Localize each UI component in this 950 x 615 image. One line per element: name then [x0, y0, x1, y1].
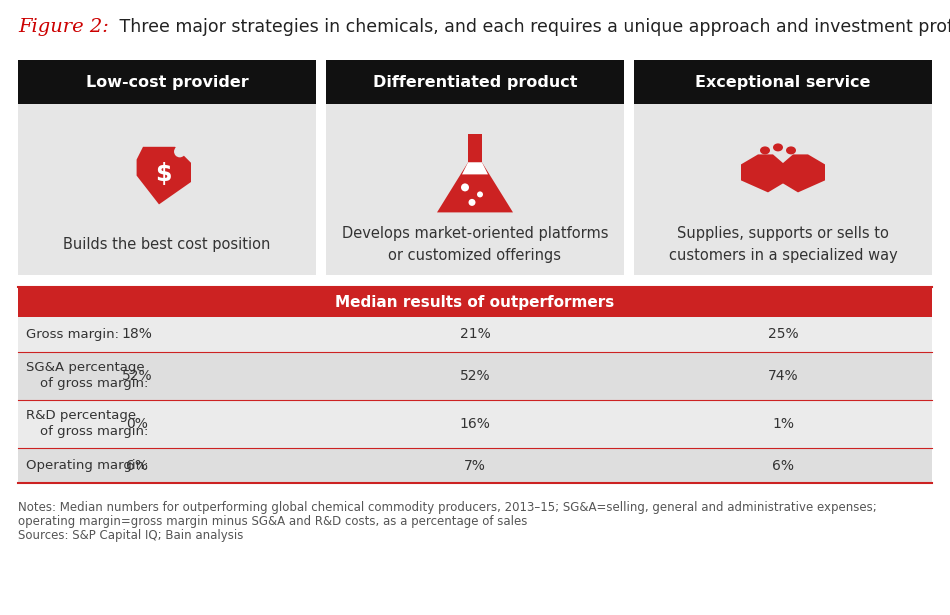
Text: Builds the best cost position: Builds the best cost position	[64, 237, 271, 252]
Text: Exceptional service: Exceptional service	[695, 74, 871, 90]
Ellipse shape	[773, 143, 783, 151]
FancyBboxPatch shape	[326, 60, 624, 275]
Polygon shape	[778, 154, 825, 192]
Text: $: $	[156, 162, 172, 186]
Text: Notes: Median numbers for outperforming global chemical commodity producers, 201: Notes: Median numbers for outperforming …	[18, 501, 877, 514]
FancyBboxPatch shape	[468, 135, 482, 162]
Text: 18%: 18%	[122, 328, 153, 341]
Text: SG&A percentage: SG&A percentage	[26, 362, 144, 375]
Ellipse shape	[760, 146, 770, 154]
Text: Median results of outperformers: Median results of outperformers	[335, 295, 615, 309]
FancyBboxPatch shape	[18, 60, 316, 104]
Text: of gross margin:: of gross margin:	[40, 378, 148, 391]
Polygon shape	[137, 147, 191, 204]
Circle shape	[461, 183, 469, 191]
Text: 7%: 7%	[464, 459, 486, 472]
FancyBboxPatch shape	[18, 400, 932, 448]
Circle shape	[174, 146, 185, 157]
Text: Supplies, supports or sells to
customers in a specialized way: Supplies, supports or sells to customers…	[669, 226, 898, 263]
FancyBboxPatch shape	[634, 60, 932, 104]
Circle shape	[477, 191, 483, 197]
Text: 21%: 21%	[460, 328, 490, 341]
FancyBboxPatch shape	[326, 60, 624, 104]
Text: of gross margin:: of gross margin:	[40, 426, 148, 438]
Polygon shape	[462, 162, 488, 175]
Text: Three major strategies in chemicals, and each requires a unique approach and inv: Three major strategies in chemicals, and…	[114, 18, 950, 36]
Text: operating margin=gross margin minus SG&A and R&D costs, as a percentage of sales: operating margin=gross margin minus SG&A…	[18, 515, 527, 528]
Polygon shape	[741, 154, 788, 192]
Ellipse shape	[786, 146, 796, 154]
Circle shape	[468, 199, 476, 206]
Text: 1%: 1%	[772, 417, 794, 431]
Text: R&D percentage: R&D percentage	[26, 410, 136, 423]
Text: 0%: 0%	[126, 417, 148, 431]
Text: 74%: 74%	[768, 369, 798, 383]
Text: Differentiated product: Differentiated product	[372, 74, 578, 90]
FancyBboxPatch shape	[18, 287, 932, 317]
FancyBboxPatch shape	[634, 60, 932, 275]
FancyBboxPatch shape	[18, 317, 932, 352]
FancyBboxPatch shape	[18, 60, 316, 275]
Text: Low-cost provider: Low-cost provider	[86, 74, 248, 90]
Text: 52%: 52%	[460, 369, 490, 383]
Text: Figure 2:: Figure 2:	[18, 18, 109, 36]
Text: 52%: 52%	[122, 369, 153, 383]
FancyBboxPatch shape	[18, 352, 932, 400]
Text: 6%: 6%	[126, 459, 148, 472]
Text: 6%: 6%	[772, 459, 794, 472]
FancyBboxPatch shape	[18, 448, 932, 483]
Text: Operating margin:: Operating margin:	[26, 459, 148, 472]
Text: Sources: S&P Capital IQ; Bain analysis: Sources: S&P Capital IQ; Bain analysis	[18, 529, 243, 542]
Polygon shape	[437, 162, 513, 212]
Text: Gross margin:: Gross margin:	[26, 328, 119, 341]
Text: 16%: 16%	[460, 417, 490, 431]
Text: 25%: 25%	[768, 328, 798, 341]
Text: Develops market-oriented platforms
or customized offerings: Develops market-oriented platforms or cu…	[342, 226, 608, 263]
